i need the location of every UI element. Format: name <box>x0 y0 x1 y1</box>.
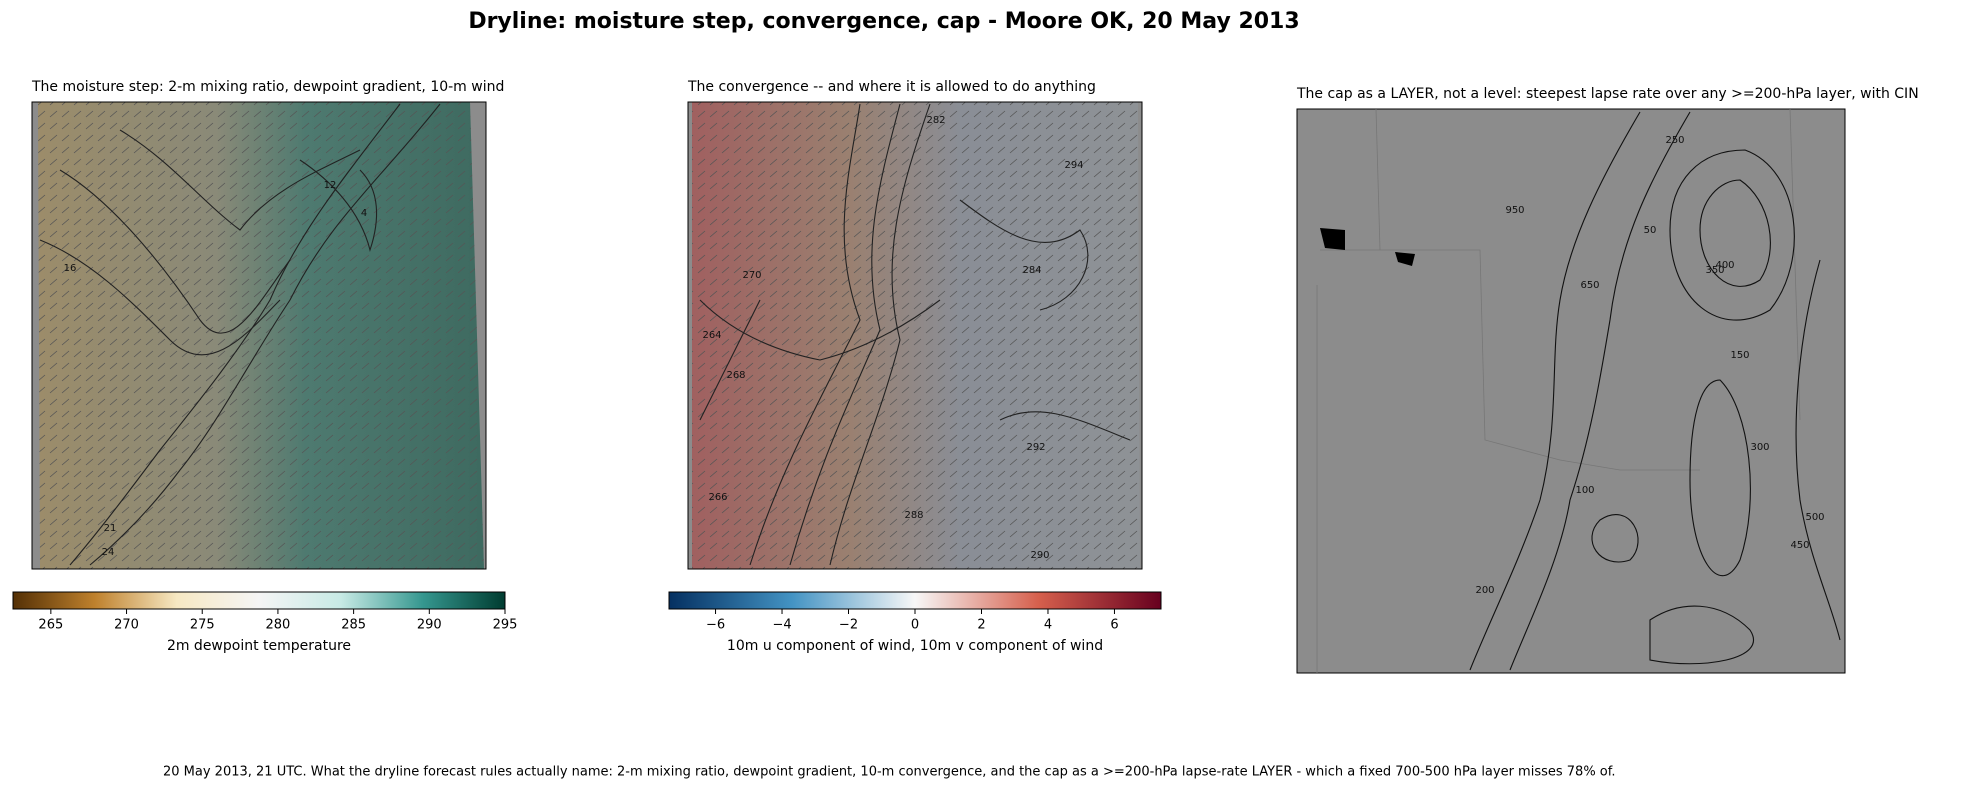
contour-label: 290 <box>1030 550 1049 561</box>
colorbar-tick-label: 285 <box>341 618 366 633</box>
contour-label: 284 <box>1022 265 1041 276</box>
colorbar-tick-label: 280 <box>266 618 291 633</box>
colorbar-tick-label: 275 <box>190 618 215 633</box>
colorbar-tick-label: 265 <box>38 618 63 633</box>
colorbar-tick-label: 6 <box>1110 618 1118 633</box>
contour-label: 100 <box>1575 485 1594 496</box>
colorbar-tick-label: 295 <box>493 618 518 633</box>
map-border <box>31 101 487 570</box>
colorbar-tick-label: −4 <box>772 618 791 633</box>
contour-label: 500 <box>1805 512 1824 523</box>
contour-label: 950 <box>1505 205 1524 216</box>
contours <box>699 103 1131 566</box>
state-borders <box>1316 108 1801 673</box>
contour-label: 250 <box>1665 135 1684 146</box>
contour-label: 200 <box>1475 585 1494 596</box>
contours <box>1469 111 1841 671</box>
cin-patches <box>1320 228 1415 266</box>
contour-label: 266 <box>708 492 727 503</box>
footer-note: 20 May 2013, 21 UTC. What the dryline fo… <box>163 765 1616 780</box>
panel-title: The cap as a LAYER, not a level: steepes… <box>1296 86 1919 102</box>
colorbar-tick-label: −2 <box>839 618 858 633</box>
contour-label: 268 <box>726 370 745 381</box>
contours <box>39 103 441 566</box>
wind-barbs <box>38 102 484 569</box>
contour-label: 16 <box>64 263 77 274</box>
contour-label: 150 <box>1730 350 1749 361</box>
contour-label: 294 <box>1064 160 1083 171</box>
colorbar-tick-label: 4 <box>1044 618 1052 633</box>
panel-3: The cap as a LAYER, not a level: steepes… <box>1296 86 1919 674</box>
panel-1: The moisture step: 2-m mixing ratio, dew… <box>31 79 504 570</box>
contour-label: 50 <box>1644 225 1657 236</box>
contour-label: 12 <box>324 180 337 191</box>
contour-label: 4 <box>361 208 367 219</box>
contour-label: 288 <box>904 510 923 521</box>
contour-label: 650 <box>1580 280 1599 291</box>
panel-title: The moisture step: 2-m mixing ratio, dew… <box>31 79 504 95</box>
colorbar <box>12 591 506 610</box>
colorbar-tick-label: 290 <box>417 618 442 633</box>
figure-title: Dryline: moisture step, convergence, cap… <box>468 9 1299 34</box>
colorbar-tick-label: 270 <box>114 618 139 633</box>
panel-title: The convergence -- and where it is allow… <box>687 79 1096 95</box>
contour-label: 450 <box>1790 540 1809 551</box>
contour-label: 282 <box>926 115 945 126</box>
colorbar-tick-label: 0 <box>911 618 919 633</box>
map-border <box>687 101 1143 570</box>
contour-label: 400 <box>1715 260 1734 271</box>
colorbar-label: 10m u component of wind, 10m v component… <box>727 638 1103 654</box>
contour-label: 21 <box>104 523 117 534</box>
contour-label: 300 <box>1750 442 1769 453</box>
contour-label: 292 <box>1026 442 1045 453</box>
panel-2: The convergence -- and where it is allow… <box>687 79 1143 570</box>
contour-label: 24 <box>102 547 115 558</box>
contour-label: 350 <box>1705 265 1724 276</box>
wind-barbs <box>692 102 1140 569</box>
colorbar-tick-label: 2 <box>977 618 985 633</box>
contour-label: 270 <box>742 270 761 281</box>
colorbar-tick-label: −6 <box>706 618 725 633</box>
colorbar <box>668 591 1162 610</box>
contour-label: 264 <box>702 330 721 341</box>
map-frame <box>1296 108 1846 674</box>
colorbar-label: 2m dewpoint temperature <box>167 638 351 654</box>
